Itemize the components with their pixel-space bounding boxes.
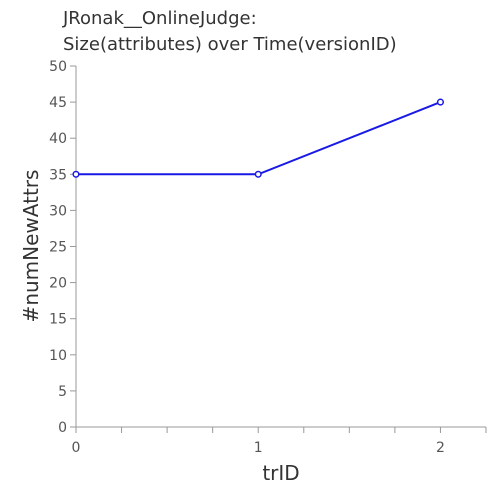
- y-tick-label: 20: [49, 276, 67, 292]
- y-tick-label: 35: [49, 167, 67, 183]
- y-tick-label: 40: [49, 131, 67, 147]
- data-point: [254, 170, 262, 178]
- x-tick-label: 2: [436, 440, 445, 456]
- x-axis-minor-ticks: [121, 427, 487, 433]
- x-axis-label: trID: [262, 461, 299, 485]
- x-axis-ticks: 0 1 2: [72, 427, 445, 456]
- y-axis-label: #numNewAttrs: [19, 170, 43, 323]
- chart-title-line-1: JRonak__OnlineJudge:: [62, 8, 257, 29]
- x-tick-label: 0: [72, 440, 81, 456]
- y-axis-ticks: 0 5 10 15 20 25 30 35 40 45 50: [49, 59, 76, 436]
- series-layer: [72, 98, 444, 178]
- y-tick-label: 5: [58, 384, 67, 400]
- y-tick-label: 0: [58, 420, 67, 436]
- chart-title-line-2: Size(attributes) over Time(versionID): [63, 34, 397, 55]
- data-point: [72, 170, 80, 178]
- x-tick-label: 1: [254, 440, 263, 456]
- series-line: [76, 101, 441, 176]
- y-tick-label: 15: [49, 312, 67, 328]
- y-tick-label: 25: [49, 240, 67, 256]
- y-tick-label: 50: [49, 59, 67, 75]
- y-tick-label: 45: [49, 95, 67, 111]
- y-tick-label: 30: [49, 203, 67, 219]
- data-point: [436, 98, 444, 106]
- y-tick-label: 10: [49, 348, 67, 364]
